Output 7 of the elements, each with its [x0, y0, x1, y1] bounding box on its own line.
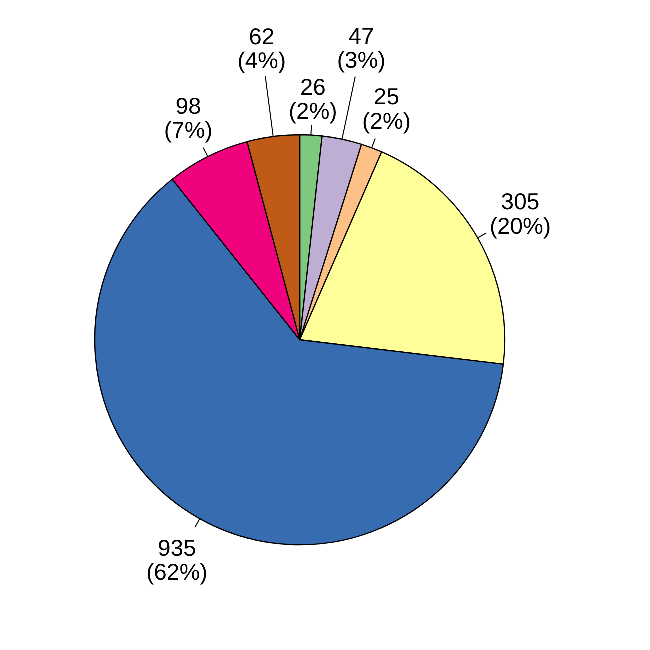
- data-label: 62 (4%): [238, 23, 286, 74]
- data-label: 26 (2%): [288, 74, 338, 124]
- data-label: 305 (20%): [490, 188, 552, 239]
- data-label: 935 (62%): [146, 534, 208, 585]
- data-label: 25 (2%): [362, 84, 411, 134]
- data-label: 47 (3%): [337, 22, 386, 73]
- data-label: 98 (7%): [164, 93, 213, 144]
